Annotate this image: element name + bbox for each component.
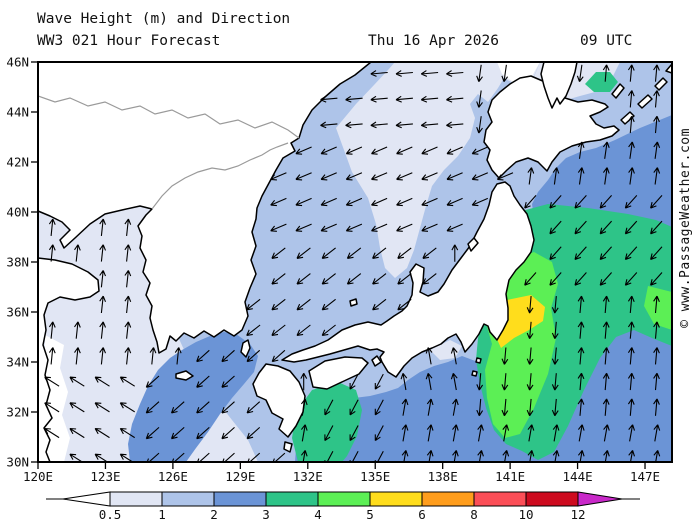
lat-label: 30N: [6, 455, 29, 470]
lat-label: 46N: [6, 55, 29, 70]
colorbar-label: 4: [314, 507, 322, 522]
land-hokkaido: [483, 75, 620, 179]
colorbar-segment: [317, 491, 371, 507]
land-kuril-2: [637, 94, 653, 109]
lon-label: 123E: [90, 469, 120, 484]
wave-direction-arrows: [44, 64, 663, 462]
copyright-watermark: © www.PassageWeather.com: [678, 128, 693, 328]
lon-label: 129E: [225, 469, 255, 484]
lat-label: 32N: [6, 405, 29, 420]
land-sado: [467, 237, 479, 252]
lat-label: 34N: [6, 355, 29, 370]
land-izu-oshima: [475, 357, 482, 364]
map-header: Wave Height (m) and Direction WW3 021 Ho…: [0, 0, 700, 56]
lon-label: 147E: [630, 469, 660, 484]
colorbar-segment: [265, 491, 319, 507]
land-honshu: [281, 181, 535, 378]
colorbar-segment: [421, 491, 475, 507]
ise-bay-0.5-1m: [430, 340, 462, 360]
colorbar-label: 6: [418, 507, 426, 522]
colorbar-over-arrow: [577, 491, 623, 507]
lat-label: 44N: [6, 105, 29, 120]
land-asia-mainland: [38, 62, 372, 354]
okhotsk-calm: [497, 62, 540, 84]
land-osumi: [283, 441, 293, 453]
lat-label: 36N: [6, 305, 29, 320]
colorbar-label: 8: [470, 507, 478, 522]
forecast-date: Thu 16 Apr 2026: [368, 33, 499, 49]
lon-label: 132E: [293, 469, 323, 484]
colorbar-segment: [369, 491, 423, 507]
colorbar-segment: [161, 491, 215, 507]
land-layer: [38, 62, 672, 462]
land-shikoku: [308, 356, 369, 390]
lon-label: 120E: [23, 469, 53, 484]
land-awaji: [371, 355, 382, 367]
lat-label: 42N: [6, 155, 29, 170]
forecast-run-label: WW3 021 Hour Forecast: [37, 33, 221, 49]
land-sakhalin: [540, 62, 578, 109]
colorbar-label: 10: [518, 507, 533, 522]
forecast-utc-time: 09 UTC: [580, 33, 633, 49]
lat-label: 38N: [6, 255, 29, 270]
colorbar-label: 5: [366, 507, 374, 522]
page-title: Wave Height (m) and Direction: [37, 11, 291, 27]
lat-label: 40N: [6, 205, 29, 220]
lon-label: 138E: [428, 469, 458, 484]
colorbar-segment: [525, 491, 579, 507]
lon-label: 141E: [495, 469, 525, 484]
colorbar-label: 2: [210, 507, 218, 522]
colorbar-segment: [473, 491, 527, 507]
lon-label: 135E: [360, 469, 390, 484]
land-kuril-3: [654, 77, 668, 91]
land-kyushu: [252, 363, 306, 438]
kuril-3-4m: [585, 72, 618, 92]
colorbar-label: 1: [158, 507, 166, 522]
lon-label: 144E: [563, 469, 593, 484]
lon-label: 126E: [158, 469, 188, 484]
country-border-layer: [38, 95, 300, 210]
land-kuril-1: [620, 111, 635, 125]
land-tsushima: [240, 339, 251, 358]
colorbar-segment: [213, 491, 267, 507]
colorbar-label: 0.5: [99, 507, 122, 522]
south-shikoku-3-4m: [292, 382, 362, 462]
korea-china-border: [151, 142, 289, 210]
land-kuril-4: [665, 63, 672, 74]
russia-china-border: [38, 95, 300, 139]
east-china-sea-2-3m: [128, 332, 258, 462]
land-kunashir: [611, 83, 625, 99]
wave-direction-arrow-layer: [44, 64, 663, 462]
colorbar-label: 3: [262, 507, 270, 522]
colorbar-under-arrow: [62, 491, 111, 507]
colorbar-segment: [109, 491, 163, 507]
land-china-south: [38, 257, 100, 462]
east-edge-4-5m: [644, 286, 672, 330]
china-coast-calm: [44, 335, 70, 462]
land-izu-south: [471, 370, 478, 377]
land-oki: [349, 298, 358, 307]
colorbar-label: 12: [570, 507, 585, 522]
land-jeju: [175, 370, 194, 381]
wave-height-colorbar: 0.5 1 2 3 4 5 6 8 10 12: [46, 491, 640, 522]
